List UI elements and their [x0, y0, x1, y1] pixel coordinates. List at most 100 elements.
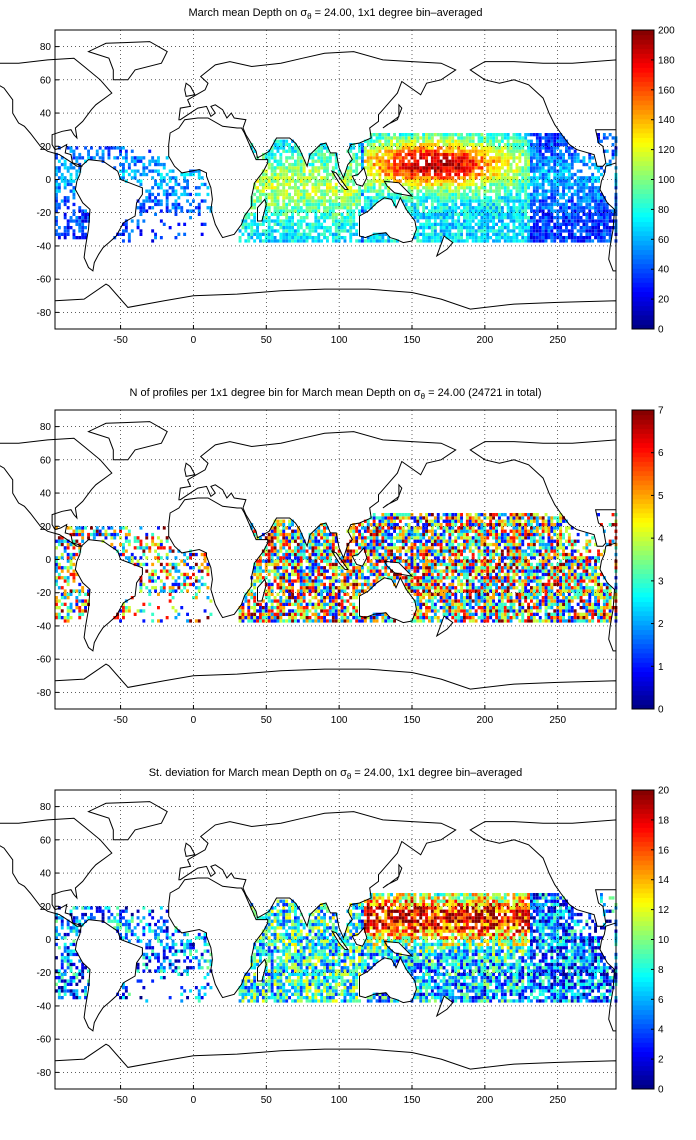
data-cell	[355, 199, 359, 203]
colorbar-segment	[632, 146, 654, 152]
data-cell	[328, 212, 332, 216]
data-cell	[538, 209, 542, 213]
data-cell	[317, 552, 321, 557]
data-cell	[387, 526, 391, 530]
data-cell	[168, 226, 172, 230]
data-cell	[492, 232, 495, 236]
data-cell	[194, 169, 198, 173]
data-cell	[375, 139, 379, 143]
data-cell	[439, 146, 443, 150]
data-cell	[448, 222, 452, 226]
data-cell	[495, 172, 498, 177]
data-cell	[361, 523, 364, 527]
data-cell	[270, 239, 274, 243]
data-cell	[439, 232, 443, 236]
data-cell	[346, 222, 350, 226]
data-cell	[189, 566, 192, 570]
data-cell	[553, 182, 557, 187]
data-cell	[282, 162, 286, 167]
data-cell	[463, 159, 466, 163]
data-cell	[451, 196, 455, 200]
data-cell	[317, 529, 321, 533]
data-cell	[189, 202, 192, 207]
data-cell	[559, 206, 563, 210]
data-cell	[463, 152, 466, 157]
data-cell	[430, 162, 434, 167]
data-cell	[565, 202, 568, 207]
data-cell	[582, 196, 586, 200]
data-cell	[381, 179, 385, 183]
data-cell	[276, 222, 280, 226]
data-cell	[562, 156, 565, 160]
colorbar-tick-label: 80	[658, 205, 670, 216]
data-cell	[157, 182, 160, 187]
data-cell	[124, 606, 128, 610]
data-cell	[471, 236, 475, 240]
data-cell	[474, 182, 478, 187]
data-cell	[320, 582, 324, 587]
data-cell	[553, 189, 557, 193]
data-cell	[84, 592, 87, 596]
data-cell	[582, 222, 586, 226]
data-cell	[471, 219, 475, 223]
data-cell	[311, 582, 315, 587]
data-cell	[535, 136, 539, 140]
data-cell	[407, 182, 411, 187]
data-cell	[509, 212, 513, 216]
data-cell	[55, 199, 58, 203]
data-cell	[498, 232, 501, 236]
data-cell	[471, 209, 475, 213]
data-cell	[285, 576, 289, 580]
data-cell	[323, 606, 326, 610]
data-cell	[579, 226, 583, 230]
data-cell	[372, 182, 376, 187]
data-cell	[247, 609, 251, 613]
data-cell	[442, 216, 446, 220]
data-cell	[544, 169, 548, 173]
data-cell	[503, 222, 507, 226]
data-cell	[270, 619, 274, 623]
data-cell	[512, 222, 516, 226]
data-cell	[57, 182, 61, 187]
data-cell	[168, 572, 172, 577]
data-cell	[576, 202, 580, 207]
data-cell	[430, 159, 434, 163]
data-cell	[165, 562, 169, 567]
data-cell	[261, 576, 265, 580]
data-cell	[241, 226, 245, 230]
data-cell	[346, 606, 350, 610]
title-suffix: = 24.00, 1x1 degree bin–averaged	[312, 7, 483, 19]
data-cell	[267, 216, 271, 220]
data-cell	[544, 176, 548, 180]
data-cell	[250, 232, 254, 236]
data-cell	[585, 229, 589, 233]
colorbar-segment	[632, 286, 654, 293]
data-cell	[78, 152, 82, 157]
data-cell	[355, 202, 359, 207]
data-cell	[477, 222, 481, 226]
data-cell	[124, 229, 128, 233]
data-cell	[404, 182, 408, 187]
data-cell	[474, 149, 478, 153]
data-cell	[527, 226, 530, 230]
data-cell	[559, 196, 563, 200]
data-cell	[387, 146, 391, 150]
data-cell	[582, 206, 586, 210]
data-cell	[142, 169, 146, 173]
data-cell	[78, 229, 82, 233]
data-cell	[328, 586, 332, 590]
data-cell	[419, 152, 423, 157]
data-cell	[285, 589, 289, 593]
data-cell	[428, 222, 431, 226]
data-cell	[422, 202, 426, 207]
data-cell	[588, 152, 592, 157]
data-cell	[305, 239, 309, 243]
data-cell	[81, 209, 85, 213]
data-cell	[527, 222, 530, 226]
data-cell	[285, 222, 289, 226]
data-cell	[259, 569, 262, 573]
data-cell	[288, 143, 291, 147]
colorbar-segment	[632, 198, 654, 204]
data-cell	[562, 152, 565, 157]
data-cell	[512, 136, 516, 140]
